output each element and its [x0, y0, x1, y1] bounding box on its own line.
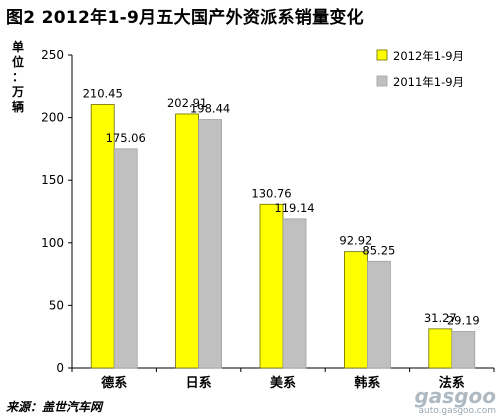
bar-value-label: 85.25	[362, 243, 395, 257]
watermark: gasgoo auto.gasgoo.com	[414, 386, 496, 416]
bar-2011	[282, 218, 307, 369]
bar-2012	[428, 328, 453, 369]
bar-2012	[175, 113, 200, 369]
watermark-logo: gasgoo	[414, 384, 496, 408]
x-category-label: 美系	[270, 375, 296, 391]
y-tick-label: 200	[41, 111, 64, 125]
bar-value-label: 202.91	[167, 96, 207, 110]
y-tick-label: 250	[41, 48, 64, 62]
x-category-label: 德系	[101, 375, 127, 391]
unit-char: 位	[11, 55, 24, 69]
y-tick-label: 150	[41, 173, 64, 187]
legend-label: 2011年1-9月	[393, 75, 464, 89]
y-axis-unit-label: 单 位 ： 万 辆	[10, 40, 26, 115]
x-category-label: 日系	[186, 375, 212, 391]
unit-char: 万	[11, 85, 24, 99]
bar-2011	[198, 119, 223, 369]
unit-char: 辆	[11, 100, 24, 114]
bar-value-label: 29.19	[447, 313, 480, 327]
bar-2012	[343, 251, 368, 369]
y-tick-label: 100	[41, 236, 64, 250]
source-note: 来源：盖世汽车网	[6, 400, 103, 414]
bars	[90, 104, 476, 369]
bar-value-label: 210.45	[83, 87, 123, 101]
bar-value-label: 198.44	[190, 102, 230, 116]
bar-value-label: 130.76	[251, 186, 291, 200]
unit-char: 单	[11, 40, 24, 54]
y-tick-label: 0	[56, 361, 64, 375]
bar-value-label: 175.06	[106, 131, 146, 145]
bar-2011	[366, 260, 391, 369]
legend-swatch	[376, 75, 388, 87]
watermark-url: auto.gasgoo.com	[418, 406, 496, 416]
bar-2011	[113, 148, 138, 369]
y-tick-label: 50	[49, 298, 64, 312]
legend-label: 2012年1-9月	[393, 49, 464, 63]
unit-char: ：	[11, 70, 24, 84]
bar-2012	[259, 203, 284, 369]
bar-value-label: 119.14	[274, 201, 314, 215]
chart-title: 图2 2012年1-9月五大国产外资派系销量变化	[6, 8, 364, 28]
bar-value-label: 92.92	[339, 234, 372, 248]
legend-swatch	[376, 49, 388, 61]
bar-value-label: 31.27	[424, 311, 457, 325]
x-category-label: 韩系	[354, 375, 380, 391]
bar-2011	[451, 331, 476, 369]
x-category-label: 法系	[439, 375, 465, 391]
legend: 2012年1-9月 2011年1-9月	[376, 49, 464, 89]
axes: 0 50 100 150 200 250 德系 日系 美系 韩系 法系	[41, 48, 495, 391]
